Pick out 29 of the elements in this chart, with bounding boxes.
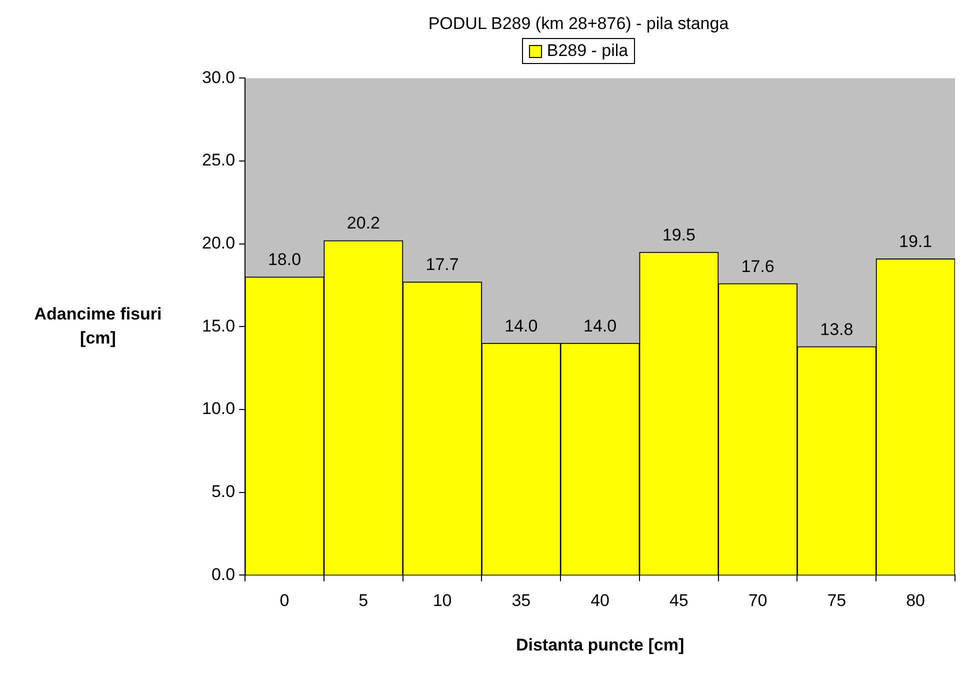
x-tick-label: 70 [748,591,768,610]
data-label: 14.0 [504,316,538,336]
x-tick-label: 10 [432,591,452,610]
y-tick-label: 30.0 [202,68,236,87]
x-tick-label: 35 [512,591,531,610]
x-tick-label: 0 [280,591,290,610]
x-tick-label: 45 [669,591,688,610]
y-tick-label: 25.0 [202,150,236,170]
data-label: 19.1 [899,232,932,251]
data-label: 19.5 [662,225,696,244]
y-axis-title: Adancime fisuri [cm] [34,304,162,348]
y-tick-label: 20.0 [202,234,236,253]
x-tick-label: 5 [358,591,368,610]
x-tick-label: 80 [906,591,926,610]
y-tick-label: 15.0 [202,316,236,336]
data-label: 14.0 [583,316,617,336]
data-label: 13.8 [820,320,854,339]
text: B289 - pila [546,41,628,61]
y-tick-label: 5.0 [211,482,236,502]
x-tick-label: 40 [590,591,610,610]
x-tick-label: 75 [827,591,846,610]
chart-title: PODUL B289 (km 28+876) - pila stanga [427,13,730,34]
y-tick-label: 10.0 [202,399,236,418]
data-label: 20.2 [346,214,380,233]
data-label: 17.7 [426,255,459,274]
y-tick-label: 0.0 [211,564,236,584]
data-label: 17.6 [741,256,774,276]
data-label: 18.0 [268,250,302,270]
x-axis-title: Distanta puncte [cm] [516,635,684,654]
